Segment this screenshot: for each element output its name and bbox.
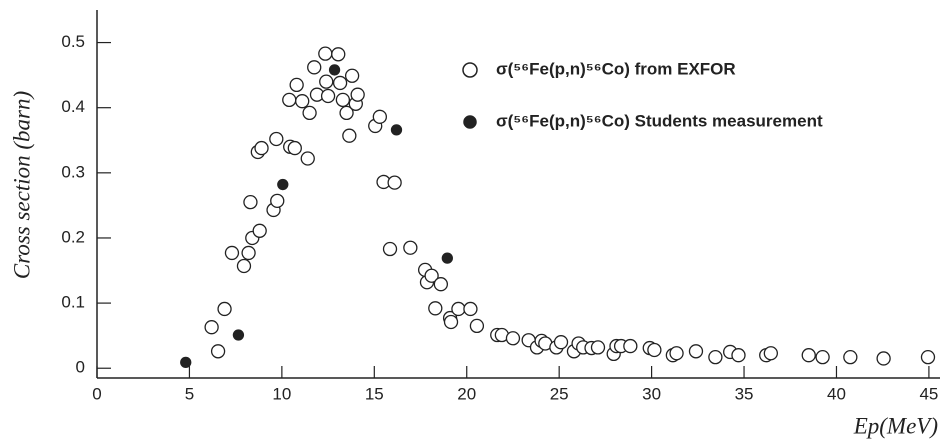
data-point: [180, 356, 192, 369]
data-point: [876, 351, 891, 366]
data-point: [920, 350, 936, 365]
x-tick-label: 40: [827, 384, 846, 403]
data-point: [295, 94, 310, 109]
data-point: [254, 140, 269, 156]
y-tick-label: 0.5: [61, 32, 85, 51]
data-point: [623, 338, 638, 354]
y-tick-label: 0: [76, 358, 85, 377]
data-point: [463, 301, 478, 317]
data-point: [342, 128, 357, 143]
data-point: [647, 342, 662, 358]
x-tick-label: 30: [642, 384, 661, 403]
data-point: [289, 77, 304, 93]
data-point: [372, 109, 387, 124]
data-point: [331, 47, 346, 62]
data-point: [277, 178, 289, 191]
data-point: [387, 175, 402, 190]
data-point: [815, 350, 830, 365]
data-point: [241, 245, 256, 261]
data-point: [441, 252, 453, 264]
data-point: [300, 151, 315, 166]
data-point: [843, 350, 858, 365]
data-point: [390, 124, 403, 136]
data-point: [708, 350, 723, 365]
data-point: [287, 140, 302, 156]
data-point: [553, 335, 569, 350]
data-point: [328, 64, 341, 76]
data-point: [469, 318, 485, 334]
data-point: [382, 241, 398, 257]
data-point: [451, 301, 466, 317]
x-tick-label: 10: [272, 384, 291, 403]
x-tick-label: 25: [550, 384, 569, 403]
data-point: [424, 268, 439, 283]
y-tick-label: 0.3: [61, 162, 85, 181]
x-tick-label: 15: [365, 384, 384, 403]
data-point: [318, 46, 333, 61]
data-point: [731, 348, 746, 363]
data-point: [688, 344, 704, 359]
data-point: [302, 105, 317, 121]
x-tick-label: 0: [92, 384, 101, 403]
x-tick-label: 45: [919, 384, 938, 403]
data-point: [210, 344, 226, 359]
data-point: [204, 320, 219, 335]
y-axis-title: Cross section (barn): [9, 91, 34, 279]
data-point: [269, 131, 284, 147]
x-tick-label: 35: [735, 384, 754, 403]
data-point: [320, 88, 336, 104]
data-point: [590, 340, 606, 355]
legend-marker: [463, 115, 477, 129]
data-point: [307, 60, 322, 75]
x-axis-title: Ep(MeV): [853, 413, 938, 438]
data-point: [505, 331, 521, 346]
x-tick-label: 5: [185, 384, 194, 403]
data-point: [232, 329, 245, 341]
data-point: [217, 301, 232, 317]
y-tick-label: 0.4: [61, 97, 85, 116]
legend-marker: [462, 62, 478, 78]
y-tick-label: 0.1: [61, 293, 85, 312]
data-point: [339, 105, 354, 121]
data-point: [443, 314, 459, 330]
legend-label: σ(⁵⁶Fe(p,n)⁵⁶Co) from EXFOR: [496, 59, 736, 78]
data-point: [335, 92, 351, 108]
legend-label: σ(⁵⁶Fe(p,n)⁵⁶Co) Students measurement: [496, 111, 823, 130]
data-point: [319, 74, 334, 89]
data-point: [428, 301, 443, 316]
data-point: [350, 87, 365, 102]
data-point: [403, 240, 418, 255]
data-point: [243, 194, 258, 210]
data-point: [282, 92, 297, 108]
data-point: [763, 346, 778, 361]
data-point: [270, 193, 285, 208]
x-tick-label: 20: [457, 384, 476, 403]
y-tick-label: 0.2: [61, 227, 85, 246]
data-point: [801, 348, 816, 363]
data-point: [236, 258, 252, 274]
data-point: [224, 245, 240, 261]
data-point: [252, 223, 267, 238]
data-point: [332, 75, 348, 91]
data-point: [433, 277, 449, 292]
data-point: [344, 68, 360, 83]
data-point: [669, 346, 684, 361]
